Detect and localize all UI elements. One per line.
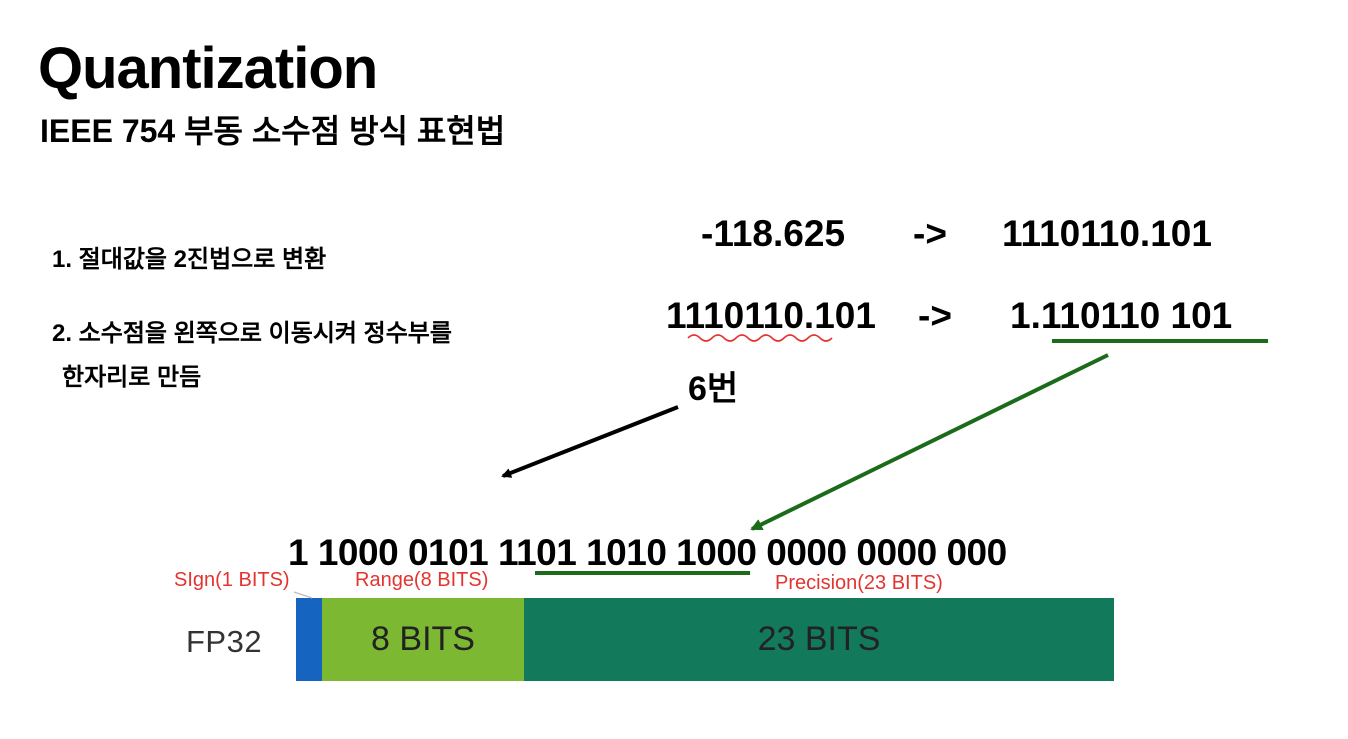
step-2-text-line2: 한자리로 만듬 bbox=[62, 364, 202, 391]
ieee754-bit-string: 1 1000 0101 1101 1010 1000 0000 0000 000 bbox=[288, 534, 1007, 571]
mantissa-remaining-bits: 000 0000 0000 000 bbox=[696, 532, 1007, 573]
sign-field-label: SIgn(1 BITS) bbox=[174, 569, 290, 591]
page-subtitle: IEEE 754 부동 소수점 방식 표현법 bbox=[40, 113, 506, 149]
shift-arrow bbox=[501, 405, 679, 478]
mantissa-highlight-bits: 1101 1010 1 bbox=[498, 532, 697, 573]
step-1-text: 1. 절대값을 2진법으로 변환 bbox=[52, 246, 327, 273]
precision-field-label: Precision(23 BITS) bbox=[775, 572, 943, 594]
page-title: Quantization bbox=[38, 36, 378, 101]
conversion-arrow-2: -> bbox=[918, 295, 952, 336]
normalized-binary-value: 1.110110 101 bbox=[1010, 295, 1233, 336]
exponent-bits-segment: 8 BITS bbox=[322, 598, 524, 681]
sign-exponent-bits: 1 1000 0101 bbox=[288, 532, 489, 573]
range-field-label: Range(8 BITS) bbox=[355, 569, 489, 591]
sign-label-leader bbox=[293, 591, 313, 599]
binary-value: 1110110.101 bbox=[1002, 213, 1212, 254]
step-2-text-line1: 2. 소수점을 왼쪽으로 이동시켜 정수부를 bbox=[52, 320, 452, 347]
decimal-value: -118.625 bbox=[701, 213, 846, 254]
mantissa-mapping-arrow bbox=[750, 353, 1109, 531]
conversion-arrow-1: -> bbox=[913, 213, 947, 254]
fp32-format-label: FP32 bbox=[186, 624, 263, 659]
sign-bit-segment bbox=[296, 598, 322, 681]
mantissa-bits-segment: 23 BITS bbox=[524, 598, 1114, 681]
spelling-squiggle bbox=[687, 334, 833, 342]
binary-value-before-shift: 1110110.101 bbox=[666, 295, 876, 336]
shift-count-label: 6번 bbox=[688, 370, 739, 408]
